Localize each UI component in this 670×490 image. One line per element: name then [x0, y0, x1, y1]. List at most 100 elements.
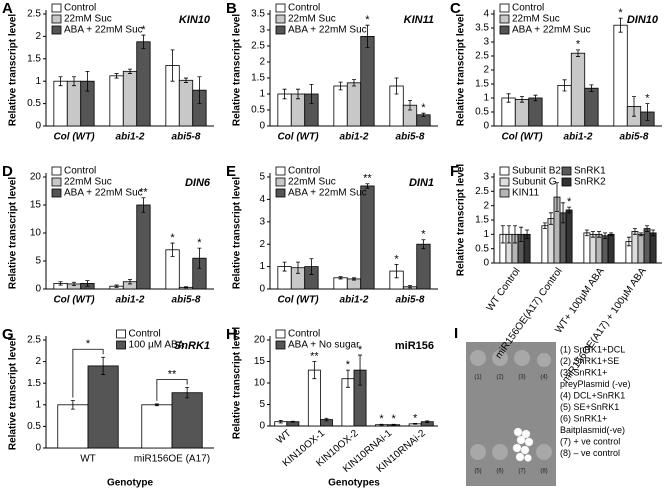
bar [547, 218, 555, 264]
gene-label: KIN10 [179, 14, 211, 26]
significance-label: * [379, 413, 384, 425]
bar [631, 231, 639, 264]
significance-label: * [567, 196, 572, 208]
legend-label: SnRK2 [574, 177, 606, 188]
error-bar [597, 231, 601, 238]
panel-label: H [226, 326, 237, 343]
error-bar [639, 232, 643, 237]
error-bar [525, 229, 530, 240]
significance-label: * [618, 7, 623, 19]
bar [333, 85, 348, 127]
legend-label: ABA + 22mM Suc [512, 25, 591, 36]
error-bar [590, 231, 595, 238]
bar [583, 232, 591, 264]
panel-label: F [450, 163, 459, 180]
y-tick-label: 2.5 [475, 51, 489, 62]
image-legend-line: (6) SnRK1+ [560, 413, 607, 423]
error-bar [72, 281, 76, 287]
x-tick-label: Col (WT) [277, 132, 319, 143]
significance-label: * [141, 24, 146, 36]
significance-label: * [86, 338, 91, 350]
bar [122, 70, 138, 127]
y-tick-label: 3 [259, 25, 265, 36]
error-bar [413, 423, 418, 425]
image-legend-line: (2) SnRK1+SE [560, 356, 619, 366]
error-bar [561, 202, 566, 224]
y-axis-label: Relative transcript level [232, 14, 243, 126]
error-bar [500, 225, 505, 244]
legend-label: ABA + 22mM Suc [64, 188, 143, 199]
error-bar [154, 403, 159, 407]
significance-label: * [346, 359, 351, 371]
error-bar [626, 236, 631, 247]
y-tick-label: 1 [483, 229, 489, 240]
error-bar [425, 420, 430, 423]
x-tick-label: abi1-2 [340, 132, 369, 143]
y-tick-label: 5 [259, 399, 265, 410]
legend-label: Control [288, 166, 320, 177]
legend-swatch [561, 177, 572, 187]
error-bar [70, 400, 75, 410]
x-tick-label: abi1-2 [116, 132, 145, 143]
error-bar [542, 222, 547, 229]
legend-swatch [51, 3, 62, 13]
error-bar [391, 423, 396, 426]
error-bar [632, 96, 636, 117]
legend-label: Control [64, 166, 96, 177]
plate-label: (2) [496, 375, 503, 381]
error-bar [309, 258, 314, 275]
error-bar [345, 369, 350, 388]
image-legend-line: (7) + ve control [560, 436, 620, 446]
bar [178, 79, 194, 127]
error-bar [548, 212, 553, 225]
gene-label: DIN6 [185, 177, 211, 189]
error-bar [85, 70, 90, 92]
bar [570, 52, 586, 127]
legend-swatch [116, 329, 126, 339]
error-bar [296, 88, 300, 100]
bar [136, 41, 151, 127]
y-tick-label: 0 [483, 258, 489, 269]
image-legend-line: Baitplasmid(-ve) [560, 425, 625, 435]
plate-label: (8) [540, 469, 547, 475]
y-tick-label: 15 [30, 200, 42, 211]
legend-swatch [51, 177, 62, 187]
legend-swatch [51, 166, 62, 176]
bar [346, 82, 362, 127]
y-tick-label: 15 [254, 356, 266, 367]
significance-label: * [392, 413, 397, 425]
error-bar [394, 77, 399, 95]
bar [589, 233, 597, 264]
error-bar [170, 49, 175, 82]
plate-label: (6) [496, 469, 503, 475]
error-bar [197, 76, 202, 104]
significance-bracket [72, 348, 104, 398]
legend-swatch [275, 188, 286, 198]
error-bar [506, 225, 511, 244]
error-bar [365, 183, 370, 189]
y-tick-label: 1.5 [27, 378, 41, 389]
legend-label: SnRK1 [574, 166, 606, 177]
significance-label: * [413, 412, 418, 424]
panel-label: E [226, 163, 236, 180]
y-tick-label: 2 [35, 356, 41, 367]
x-axis-label: Genotypes [328, 478, 380, 489]
error-bar [618, 17, 623, 33]
y-tick-label: 2.5 [27, 335, 41, 346]
panel-label: B [226, 0, 237, 17]
bar [584, 87, 599, 127]
x-tick-label: Col (WT) [277, 295, 319, 306]
plate-label: (5) [474, 469, 481, 475]
legend-swatch [51, 25, 62, 35]
legend-swatch [275, 25, 286, 35]
error-bar [324, 417, 329, 422]
y-tick-label: 3.5 [475, 23, 489, 34]
bar [595, 233, 603, 264]
panel-label: A [2, 0, 13, 17]
y-tick-label: 0.5 [27, 98, 41, 109]
bar [643, 228, 651, 264]
positive-colonies [512, 427, 534, 462]
y-tick-label: 1.5 [475, 215, 489, 226]
legend-swatch [275, 177, 286, 187]
error-bar [72, 76, 76, 87]
